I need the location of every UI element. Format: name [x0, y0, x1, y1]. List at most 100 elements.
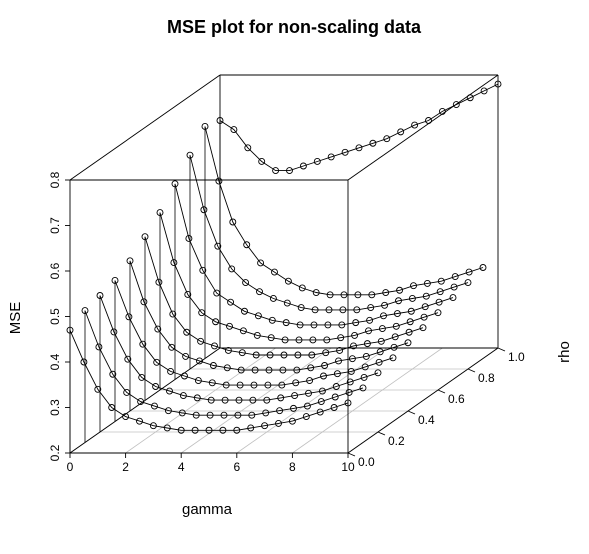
x-tick-label: 4: [178, 460, 185, 474]
data-point: [196, 357, 203, 365]
data-point: [262, 409, 270, 417]
data-point: [275, 419, 282, 427]
data-point: [258, 157, 266, 165]
data-point: [320, 372, 327, 380]
data-point: [436, 288, 444, 296]
y-axis-label: rho: [556, 341, 573, 363]
z-axis-label: MSE: [7, 302, 24, 335]
data-point: [271, 268, 278, 276]
data-point: [243, 241, 251, 249]
series-line: [189, 155, 469, 311]
data-point: [126, 257, 134, 265]
y-tick: [497, 347, 506, 352]
data-point: [194, 377, 202, 384]
data-point: [452, 101, 460, 109]
data-point: [466, 94, 474, 102]
data-point: [235, 396, 243, 404]
data-point: [265, 366, 273, 374]
data-point: [192, 411, 200, 419]
data-point: [186, 151, 194, 159]
data-point: [264, 381, 272, 389]
data-point: [211, 342, 218, 350]
data-point: [362, 352, 370, 360]
data-point: [313, 157, 321, 165]
y-tick-label: 0.6: [448, 392, 465, 406]
series-line: [114, 280, 394, 386]
data-point: [392, 322, 400, 330]
y-tick: [347, 452, 356, 457]
data-point: [335, 357, 342, 365]
data-point: [368, 291, 376, 299]
data-point: [361, 363, 369, 371]
data-point: [179, 392, 187, 400]
data-point: [177, 426, 185, 434]
data-point: [155, 278, 163, 286]
x-tick-label: 8: [289, 460, 296, 474]
series-line: [84, 310, 364, 416]
data-point: [345, 389, 353, 396]
series-line: [69, 330, 349, 431]
data-point: [224, 347, 232, 354]
data-point: [382, 289, 390, 296]
data-point: [331, 393, 339, 401]
data-point: [216, 117, 224, 124]
data-point: [288, 417, 296, 425]
data-point: [221, 396, 229, 404]
data-point: [227, 298, 235, 306]
data-point: [311, 306, 319, 314]
data-point: [281, 336, 289, 344]
data-point: [178, 409, 186, 417]
data-point: [220, 411, 228, 419]
data-point: [309, 336, 317, 344]
data-point: [139, 340, 147, 348]
series-line: [159, 212, 439, 341]
x-tick-label: 6: [233, 460, 240, 474]
data-point: [325, 306, 333, 314]
data-point: [351, 331, 359, 339]
y-tick-label: 1.0: [508, 350, 525, 364]
data-point: [302, 413, 310, 421]
data-point: [201, 122, 209, 130]
series-line: [99, 295, 379, 401]
data-point: [206, 411, 214, 419]
data-point: [312, 289, 320, 296]
data-point: [410, 282, 417, 290]
data-point: [266, 351, 274, 359]
data-point: [397, 128, 405, 136]
data-point: [251, 366, 259, 374]
data-point: [81, 307, 89, 314]
data-point: [408, 295, 416, 302]
data-point: [465, 268, 473, 276]
data-point: [425, 117, 432, 124]
data-point: [438, 107, 446, 115]
data-point: [223, 364, 231, 372]
data-point: [360, 373, 368, 381]
data-point: [308, 351, 316, 359]
data-point: [404, 339, 412, 347]
data-point: [242, 279, 250, 286]
data-point: [226, 322, 233, 330]
data-point: [277, 394, 285, 402]
data-point: [330, 404, 338, 411]
data-point: [136, 417, 143, 425]
data-point: [337, 334, 345, 342]
data-point: [156, 209, 164, 217]
data-point: [347, 368, 355, 375]
data-point: [411, 121, 419, 129]
data-point: [80, 358, 88, 366]
data-point: [219, 426, 227, 434]
data-point: [422, 292, 430, 300]
y-tick: [437, 389, 446, 394]
data-point: [321, 362, 329, 369]
data-point: [355, 144, 363, 152]
data-point: [151, 402, 158, 410]
data-point: [305, 389, 312, 397]
data-point: [323, 336, 331, 344]
data-point: [380, 312, 387, 320]
data-point: [290, 404, 297, 412]
data-point: [124, 355, 132, 363]
data-point: [279, 366, 287, 374]
axes-group: 0 2 4 6 8 10 0.0 0.2 0.4 0.6 0.8 1.0 0.2 0.3 0.4 0.5 0.6…: [48, 171, 525, 474]
data-point: [316, 408, 324, 416]
